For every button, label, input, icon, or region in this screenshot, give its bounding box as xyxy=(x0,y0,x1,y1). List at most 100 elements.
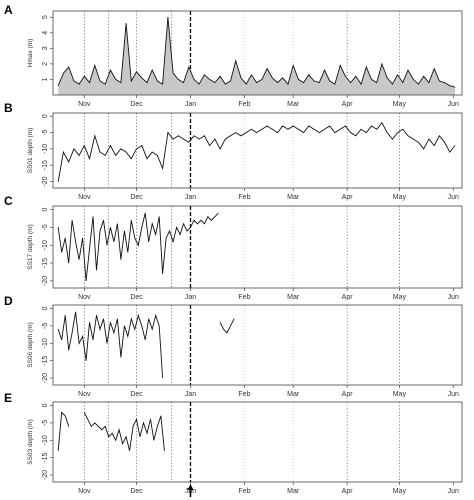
data-point-c xyxy=(141,227,143,228)
data-point-b xyxy=(318,132,320,133)
data-point-c xyxy=(179,234,181,235)
y-tick-label-d: -20 xyxy=(42,373,49,383)
data-point-c xyxy=(85,280,87,282)
data-point-a xyxy=(214,82,216,83)
data-point-a xyxy=(433,68,435,69)
data-point-b xyxy=(68,161,70,163)
data-point-b xyxy=(224,138,226,140)
x-tick-label-c: Jan xyxy=(185,294,196,301)
y-axis-label-d: SS06 depth (m) xyxy=(27,322,34,368)
data-point-b xyxy=(407,135,409,137)
data-point-a xyxy=(73,80,75,82)
x-tick-label-a: Mar xyxy=(287,101,300,108)
area-fill-a xyxy=(58,17,456,96)
data-point-a xyxy=(256,82,257,83)
y-axis-label-a: Hmax (m) xyxy=(27,39,34,68)
y-tick-label-e: -15 xyxy=(42,452,49,462)
data-point-d xyxy=(78,342,80,344)
y-tick-label-d: -10 xyxy=(42,338,49,348)
data-point-c xyxy=(57,227,59,228)
x-tick-label-e: Jun xyxy=(448,488,459,495)
data-point-b xyxy=(308,125,310,127)
data-point-a xyxy=(136,71,137,73)
data-point-c xyxy=(217,212,219,214)
data-point-c xyxy=(172,241,174,243)
data-point-c xyxy=(134,237,136,239)
data-point-a xyxy=(235,60,237,62)
data-point-d xyxy=(223,328,224,330)
data-point-b xyxy=(381,122,383,124)
data-point-e xyxy=(90,425,92,427)
data-point-a xyxy=(94,65,96,66)
data-point-c xyxy=(82,237,83,239)
data-point-a xyxy=(78,83,80,85)
y-axis-label-b: SS01 depth (m) xyxy=(27,128,34,174)
data-point-e xyxy=(125,436,127,438)
data-point-d xyxy=(75,311,76,313)
data-point-d xyxy=(144,339,146,341)
data-point-c xyxy=(176,227,177,228)
data-point-c xyxy=(137,244,139,246)
y-tick-label-e: -20 xyxy=(42,470,49,480)
x-tick-label-a: Jun xyxy=(448,101,459,108)
data-point-b xyxy=(313,128,315,130)
data-point-a xyxy=(313,80,315,82)
data-point-d xyxy=(158,325,160,327)
data-point-a xyxy=(386,77,388,79)
data-point-d xyxy=(226,332,228,334)
x-tick-label-a: Apr xyxy=(342,101,354,108)
data-point-d xyxy=(120,356,122,358)
data-point-d xyxy=(117,318,118,320)
x-tick-label-b: Jan xyxy=(185,194,196,201)
data-point-b xyxy=(282,125,284,127)
data-point-b xyxy=(235,132,237,133)
data-point-b xyxy=(355,135,357,137)
data-point-c xyxy=(64,237,66,239)
data-point-c xyxy=(148,241,150,243)
data-point-b xyxy=(110,145,111,146)
data-point-d xyxy=(151,328,153,330)
data-point-a xyxy=(89,82,90,83)
data-point-a xyxy=(287,83,289,85)
plot-frame-e xyxy=(52,401,463,483)
data-point-d xyxy=(127,335,129,337)
data-point-d xyxy=(141,325,143,327)
data-point-b xyxy=(115,155,117,156)
data-point-e xyxy=(164,450,165,452)
data-point-a xyxy=(397,74,398,76)
data-point-a xyxy=(120,82,122,83)
data-point-b xyxy=(167,132,169,133)
data-point-c xyxy=(75,241,76,243)
x-tick-label-c: Feb xyxy=(238,294,250,301)
data-point-a xyxy=(392,83,393,85)
data-point-a xyxy=(355,75,357,77)
data-point-b xyxy=(439,135,440,137)
data-point-d xyxy=(124,325,125,327)
data-point-a xyxy=(277,82,278,83)
x-tick-label-a: Nov xyxy=(78,101,91,108)
data-point-b xyxy=(303,132,304,133)
data-point-a xyxy=(350,82,351,83)
data-point-e xyxy=(68,425,70,427)
series-line-d-0 xyxy=(57,311,164,379)
y-tick-label-d: -5 xyxy=(42,323,49,329)
series-line-d-1 xyxy=(219,318,235,334)
data-point-d xyxy=(134,328,136,330)
data-point-e xyxy=(143,422,144,424)
data-point-c xyxy=(197,223,198,225)
data-point-b xyxy=(428,138,430,140)
data-point-b xyxy=(449,151,451,153)
x-tick-label-c: Dec xyxy=(130,294,143,301)
data-point-a xyxy=(428,82,430,83)
data-point-b xyxy=(57,181,59,182)
data-point-c xyxy=(96,269,97,271)
data-point-d xyxy=(68,349,70,351)
data-point-b xyxy=(83,145,85,146)
data-point-d xyxy=(103,318,104,320)
data-point-d xyxy=(85,360,87,362)
y-tick-label-a: 1 xyxy=(42,77,49,81)
data-point-b xyxy=(188,141,190,143)
data-point-c xyxy=(127,251,129,253)
y-tick-label-e: -10 xyxy=(42,435,49,445)
data-point-c xyxy=(204,223,205,225)
